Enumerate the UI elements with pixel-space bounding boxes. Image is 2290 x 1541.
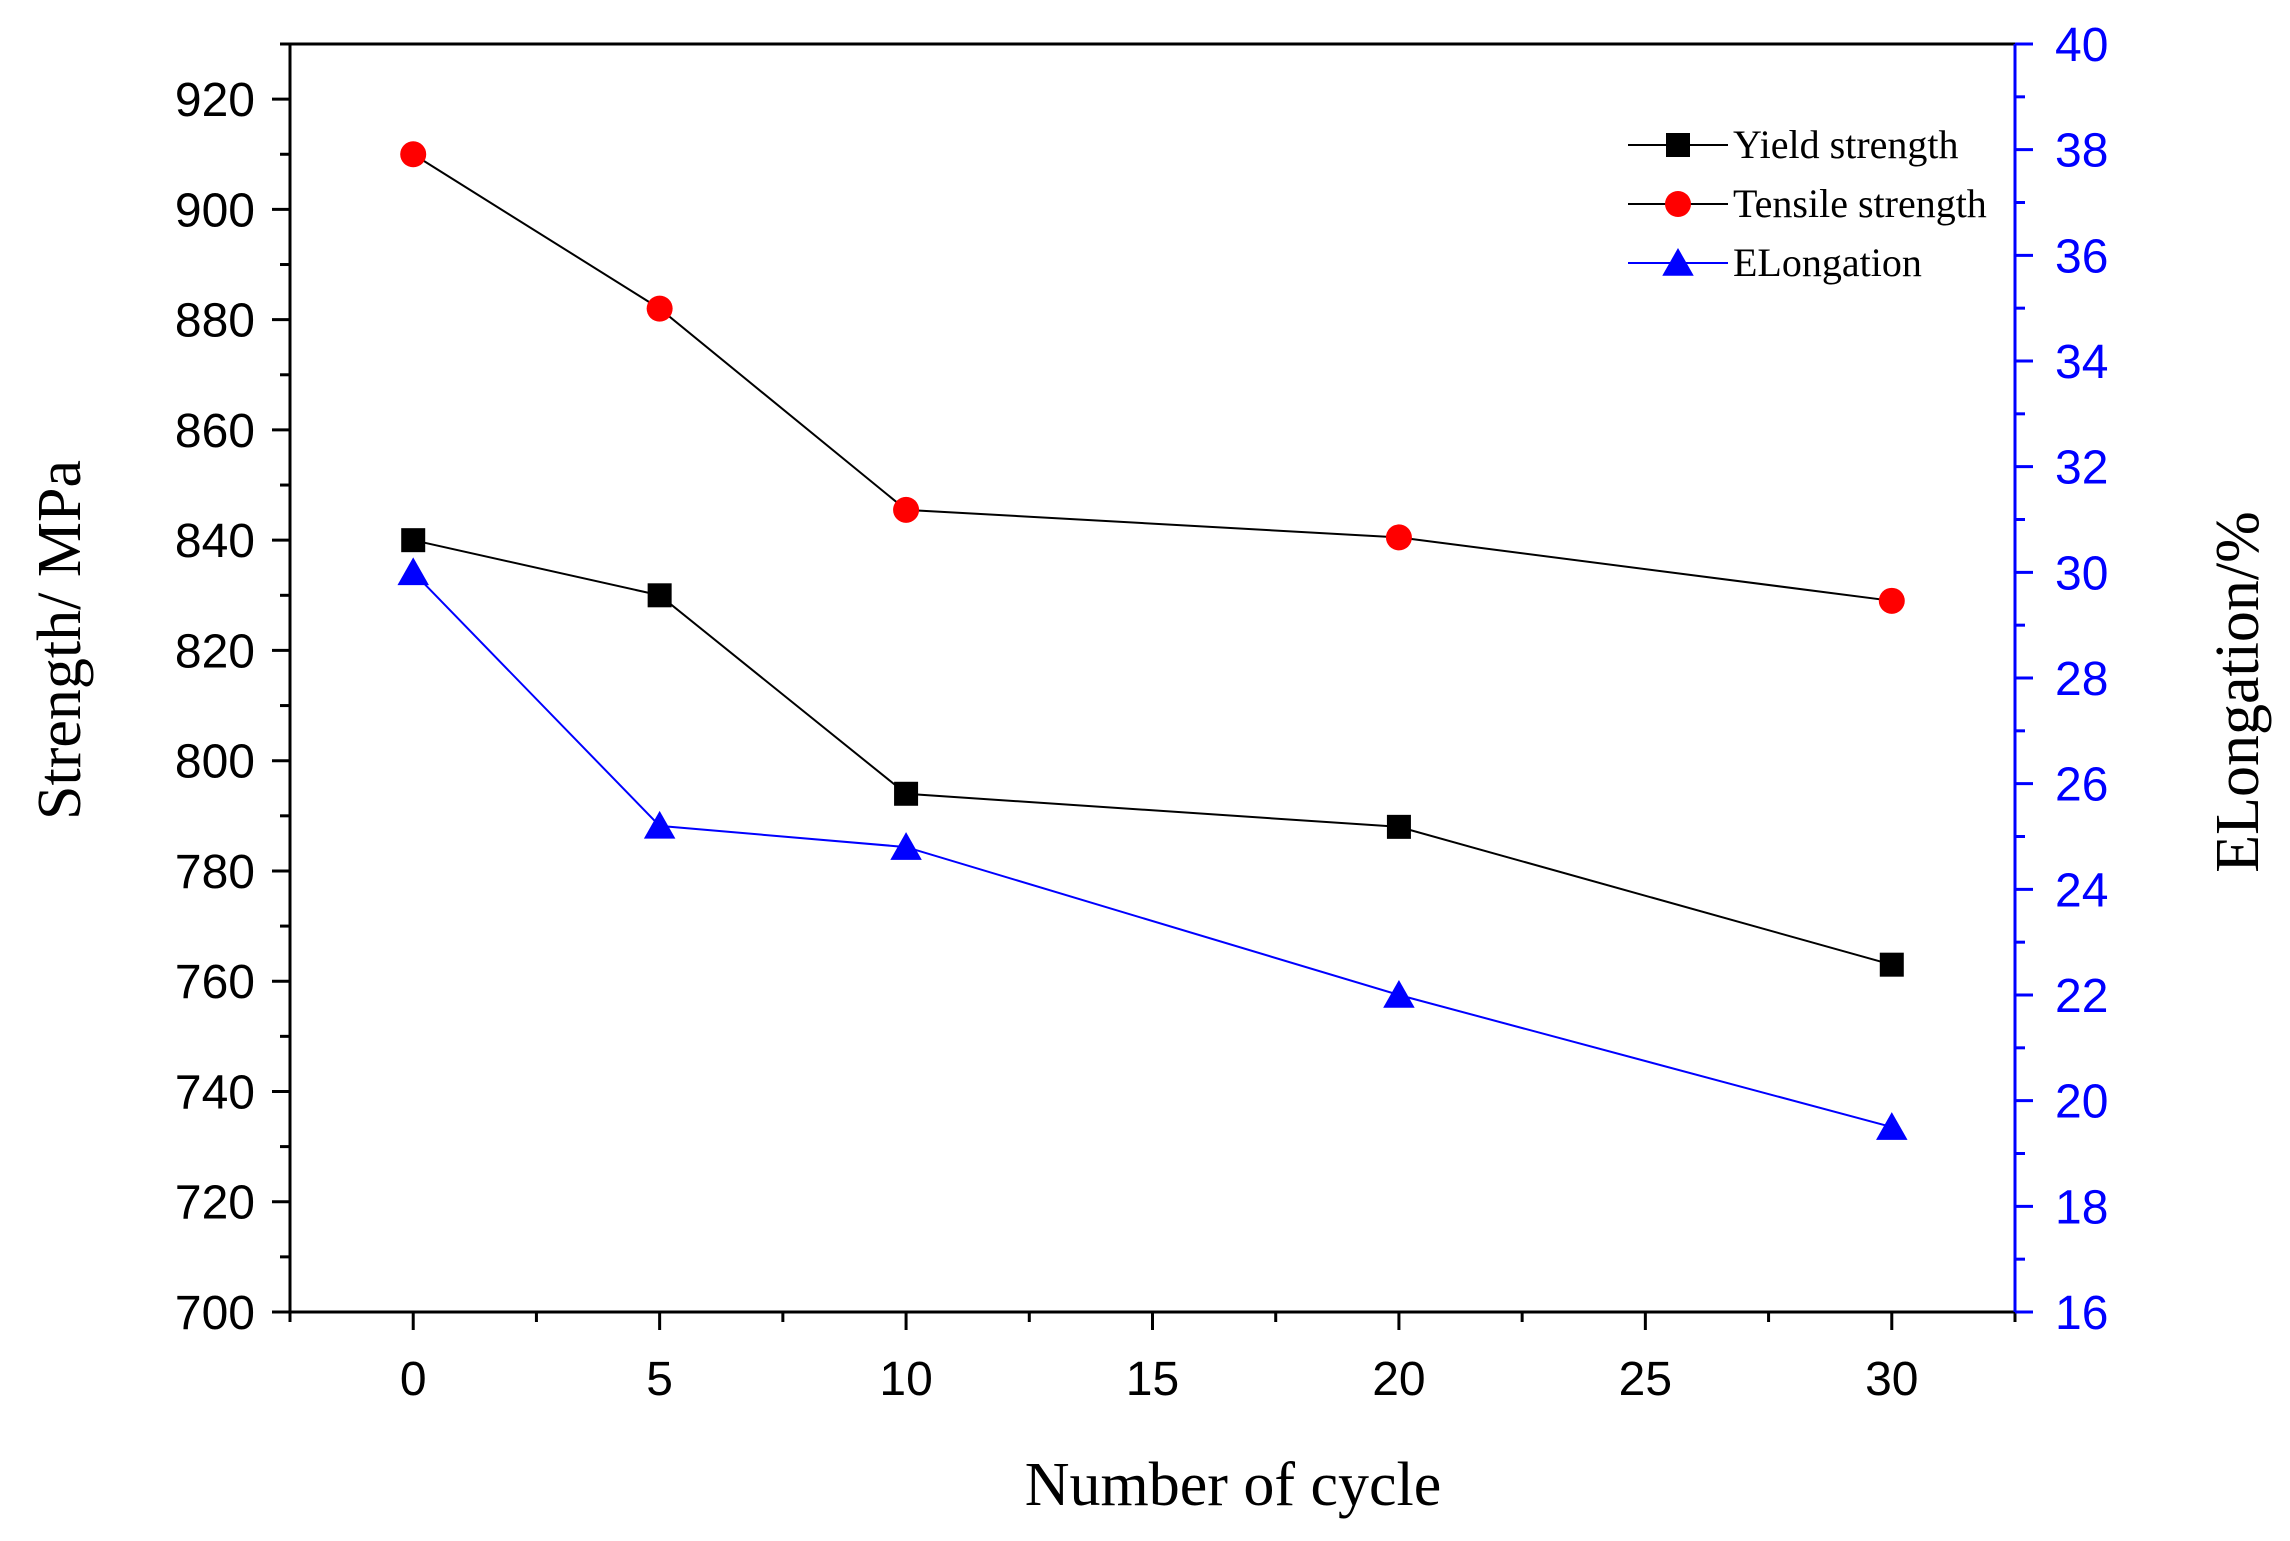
x-tick-label: 25 xyxy=(1619,1353,1672,1406)
y-tick-label: 820 xyxy=(175,625,255,678)
y2-tick-label: 26 xyxy=(2055,759,2108,812)
tensile-strength-point xyxy=(1878,587,1905,614)
yield-strength-point xyxy=(1879,952,1904,977)
y2-tick-label: 18 xyxy=(2055,1181,2108,1234)
x-axis-title: Number of cycle xyxy=(1025,1451,1442,1519)
y2-tick-label: 34 xyxy=(2055,336,2108,389)
y-tick-label: 800 xyxy=(175,736,255,789)
tensile-strength-point xyxy=(400,141,427,168)
legend: Yield strength Tensile strength ELongation xyxy=(1628,122,1987,285)
y-tick-label: 740 xyxy=(175,1066,255,1119)
legend-label-elongation: ELongation xyxy=(1733,240,1922,285)
y-tick-label: 720 xyxy=(175,1177,255,1230)
legend-label-yield-strength: Yield strength xyxy=(1733,122,1959,167)
y2-tick-label: 40 xyxy=(2055,19,2108,72)
y-tick-label: 880 xyxy=(175,295,255,348)
y-tick-label: 840 xyxy=(175,515,255,568)
y2-tick-label: 24 xyxy=(2055,864,2108,917)
series-elongation xyxy=(397,557,1908,1140)
y2-tick-label: 16 xyxy=(2055,1287,2108,1340)
y-tick-label: 900 xyxy=(175,184,255,237)
series-tensile-strength xyxy=(400,141,1905,614)
tensile-strength-line xyxy=(412,153,1892,602)
elongation-line xyxy=(412,571,1893,1129)
legend-marker-elongation xyxy=(1662,248,1694,276)
axes: 0 5 10 15 20 25 30 700 720 740 760 780 800 820 840 860 8… xyxy=(175,19,2108,1406)
yield-strength-point xyxy=(1386,814,1411,839)
legend-marker-yield-strength xyxy=(1666,133,1690,157)
y-tick-label: 860 xyxy=(175,405,255,458)
tensile-strength-point xyxy=(646,295,673,322)
yield-strength-point xyxy=(647,583,672,608)
y2-tick-label: 32 xyxy=(2055,442,2108,495)
y-tick-label: 760 xyxy=(175,956,255,1009)
y2-tick-label: 28 xyxy=(2055,653,2108,706)
tensile-strength-point xyxy=(893,496,920,523)
series-layer xyxy=(397,141,1908,1140)
x-tick-label: 10 xyxy=(879,1353,932,1406)
y-axis-title: Strength/ MPa xyxy=(26,460,94,820)
y2-tick-label: 20 xyxy=(2055,1076,2108,1129)
elongation-point xyxy=(643,810,676,839)
yield-strength-point xyxy=(401,528,426,553)
x-tick-label: 20 xyxy=(1372,1353,1425,1406)
y2-axis-title: ELongation/% xyxy=(2204,511,2272,873)
elongation-point xyxy=(1383,980,1415,1008)
y-tick-label: 920 xyxy=(175,74,255,127)
y-tick-label: 780 xyxy=(175,846,255,899)
y-tick-label: 700 xyxy=(175,1287,255,1340)
elongation-point xyxy=(397,557,429,586)
elongation-point xyxy=(890,832,922,860)
x-tick-label: 15 xyxy=(1126,1353,1179,1406)
legend-label-tensile-strength: Tensile strength xyxy=(1733,181,1987,226)
tensile-strength-point xyxy=(1385,524,1412,551)
y2-tick-label: 36 xyxy=(2055,230,2108,283)
yield-strength-line xyxy=(412,539,1893,966)
yield-strength-point xyxy=(894,781,919,806)
y2-tick-label: 30 xyxy=(2055,547,2108,600)
legend-marker-tensile-strength xyxy=(1665,191,1691,217)
y2-tick-label: 38 xyxy=(2055,125,2108,178)
x-tick-label: 0 xyxy=(400,1353,427,1406)
x-tick-label: 30 xyxy=(1865,1353,1918,1406)
series-yield-strength xyxy=(401,528,1904,977)
y2-tick-label: 22 xyxy=(2055,970,2108,1023)
x-tick-label: 5 xyxy=(646,1353,673,1406)
elongation-point xyxy=(1876,1112,1908,1140)
